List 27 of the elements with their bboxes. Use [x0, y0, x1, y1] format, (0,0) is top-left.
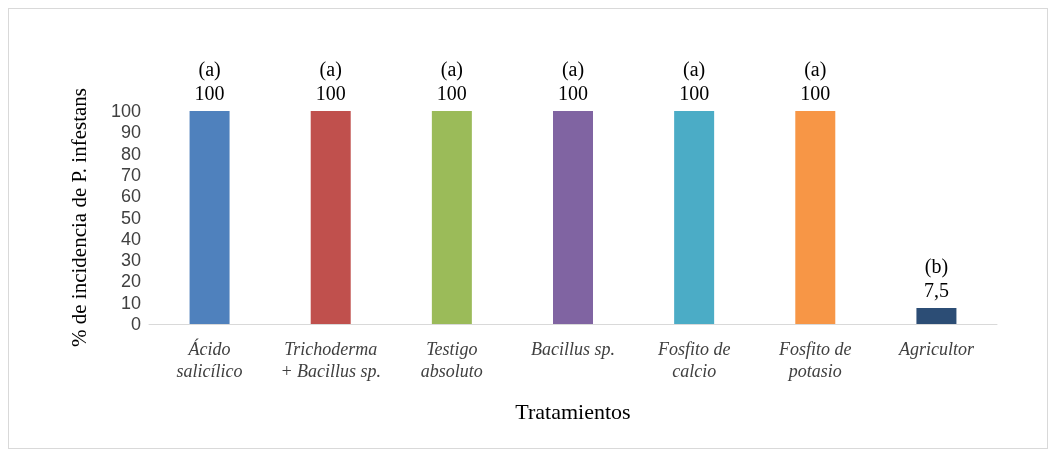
data-label: (a) 100	[679, 58, 710, 104]
data-label: (a) 100	[436, 58, 467, 104]
y-tick-label: 100	[110, 101, 141, 121]
y-tick-label: 20	[120, 271, 141, 292]
y-tick-label: 0	[130, 314, 141, 334]
y-tick-label: 60	[120, 186, 141, 207]
y-tick-label: 80	[120, 143, 141, 164]
data-label: (a) 100	[558, 58, 588, 104]
x-tick-label: Fosfito de potasio	[778, 339, 852, 381]
x-axis-title: Tratamientos	[515, 398, 631, 424]
y-tick-label: 90	[120, 122, 141, 143]
data-label: (a) 100	[315, 58, 346, 104]
x-tick-label: Fosfito de calcio	[656, 339, 731, 381]
x-tick-label: Trichoderma + Bacillus sp.	[280, 339, 382, 381]
data-label: (b) 7,5	[923, 255, 949, 302]
data-label: (a) 100	[800, 58, 831, 104]
x-tick-label: Agricultor	[897, 339, 975, 359]
y-axis-title: % de incidencia de P. infestans	[66, 88, 91, 347]
y-tick-label: 30	[120, 250, 141, 271]
x-tick-label: Ácido salicílico	[176, 338, 243, 381]
x-tick-label: Bacillus sp.	[531, 339, 615, 359]
x-tick-label: Testigo absoluto	[420, 339, 483, 381]
y-tick-label: 50	[120, 207, 141, 228]
y-tick-label: 40	[120, 228, 141, 249]
data-label: (a) 100	[194, 58, 225, 104]
y-tick-label: 70	[120, 164, 141, 185]
y-tick-label: 10	[120, 292, 141, 313]
